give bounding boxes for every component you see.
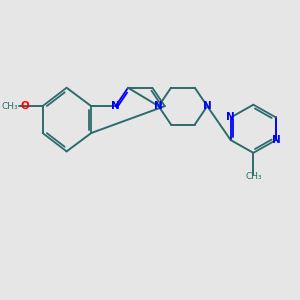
Text: O: O [20,101,29,111]
Text: N: N [203,100,212,111]
Text: N: N [111,100,120,111]
Text: N: N [272,134,280,145]
Text: N: N [154,100,163,111]
Text: CH₃: CH₃ [1,102,18,111]
Text: N: N [226,112,235,122]
Text: CH₃: CH₃ [246,172,262,182]
